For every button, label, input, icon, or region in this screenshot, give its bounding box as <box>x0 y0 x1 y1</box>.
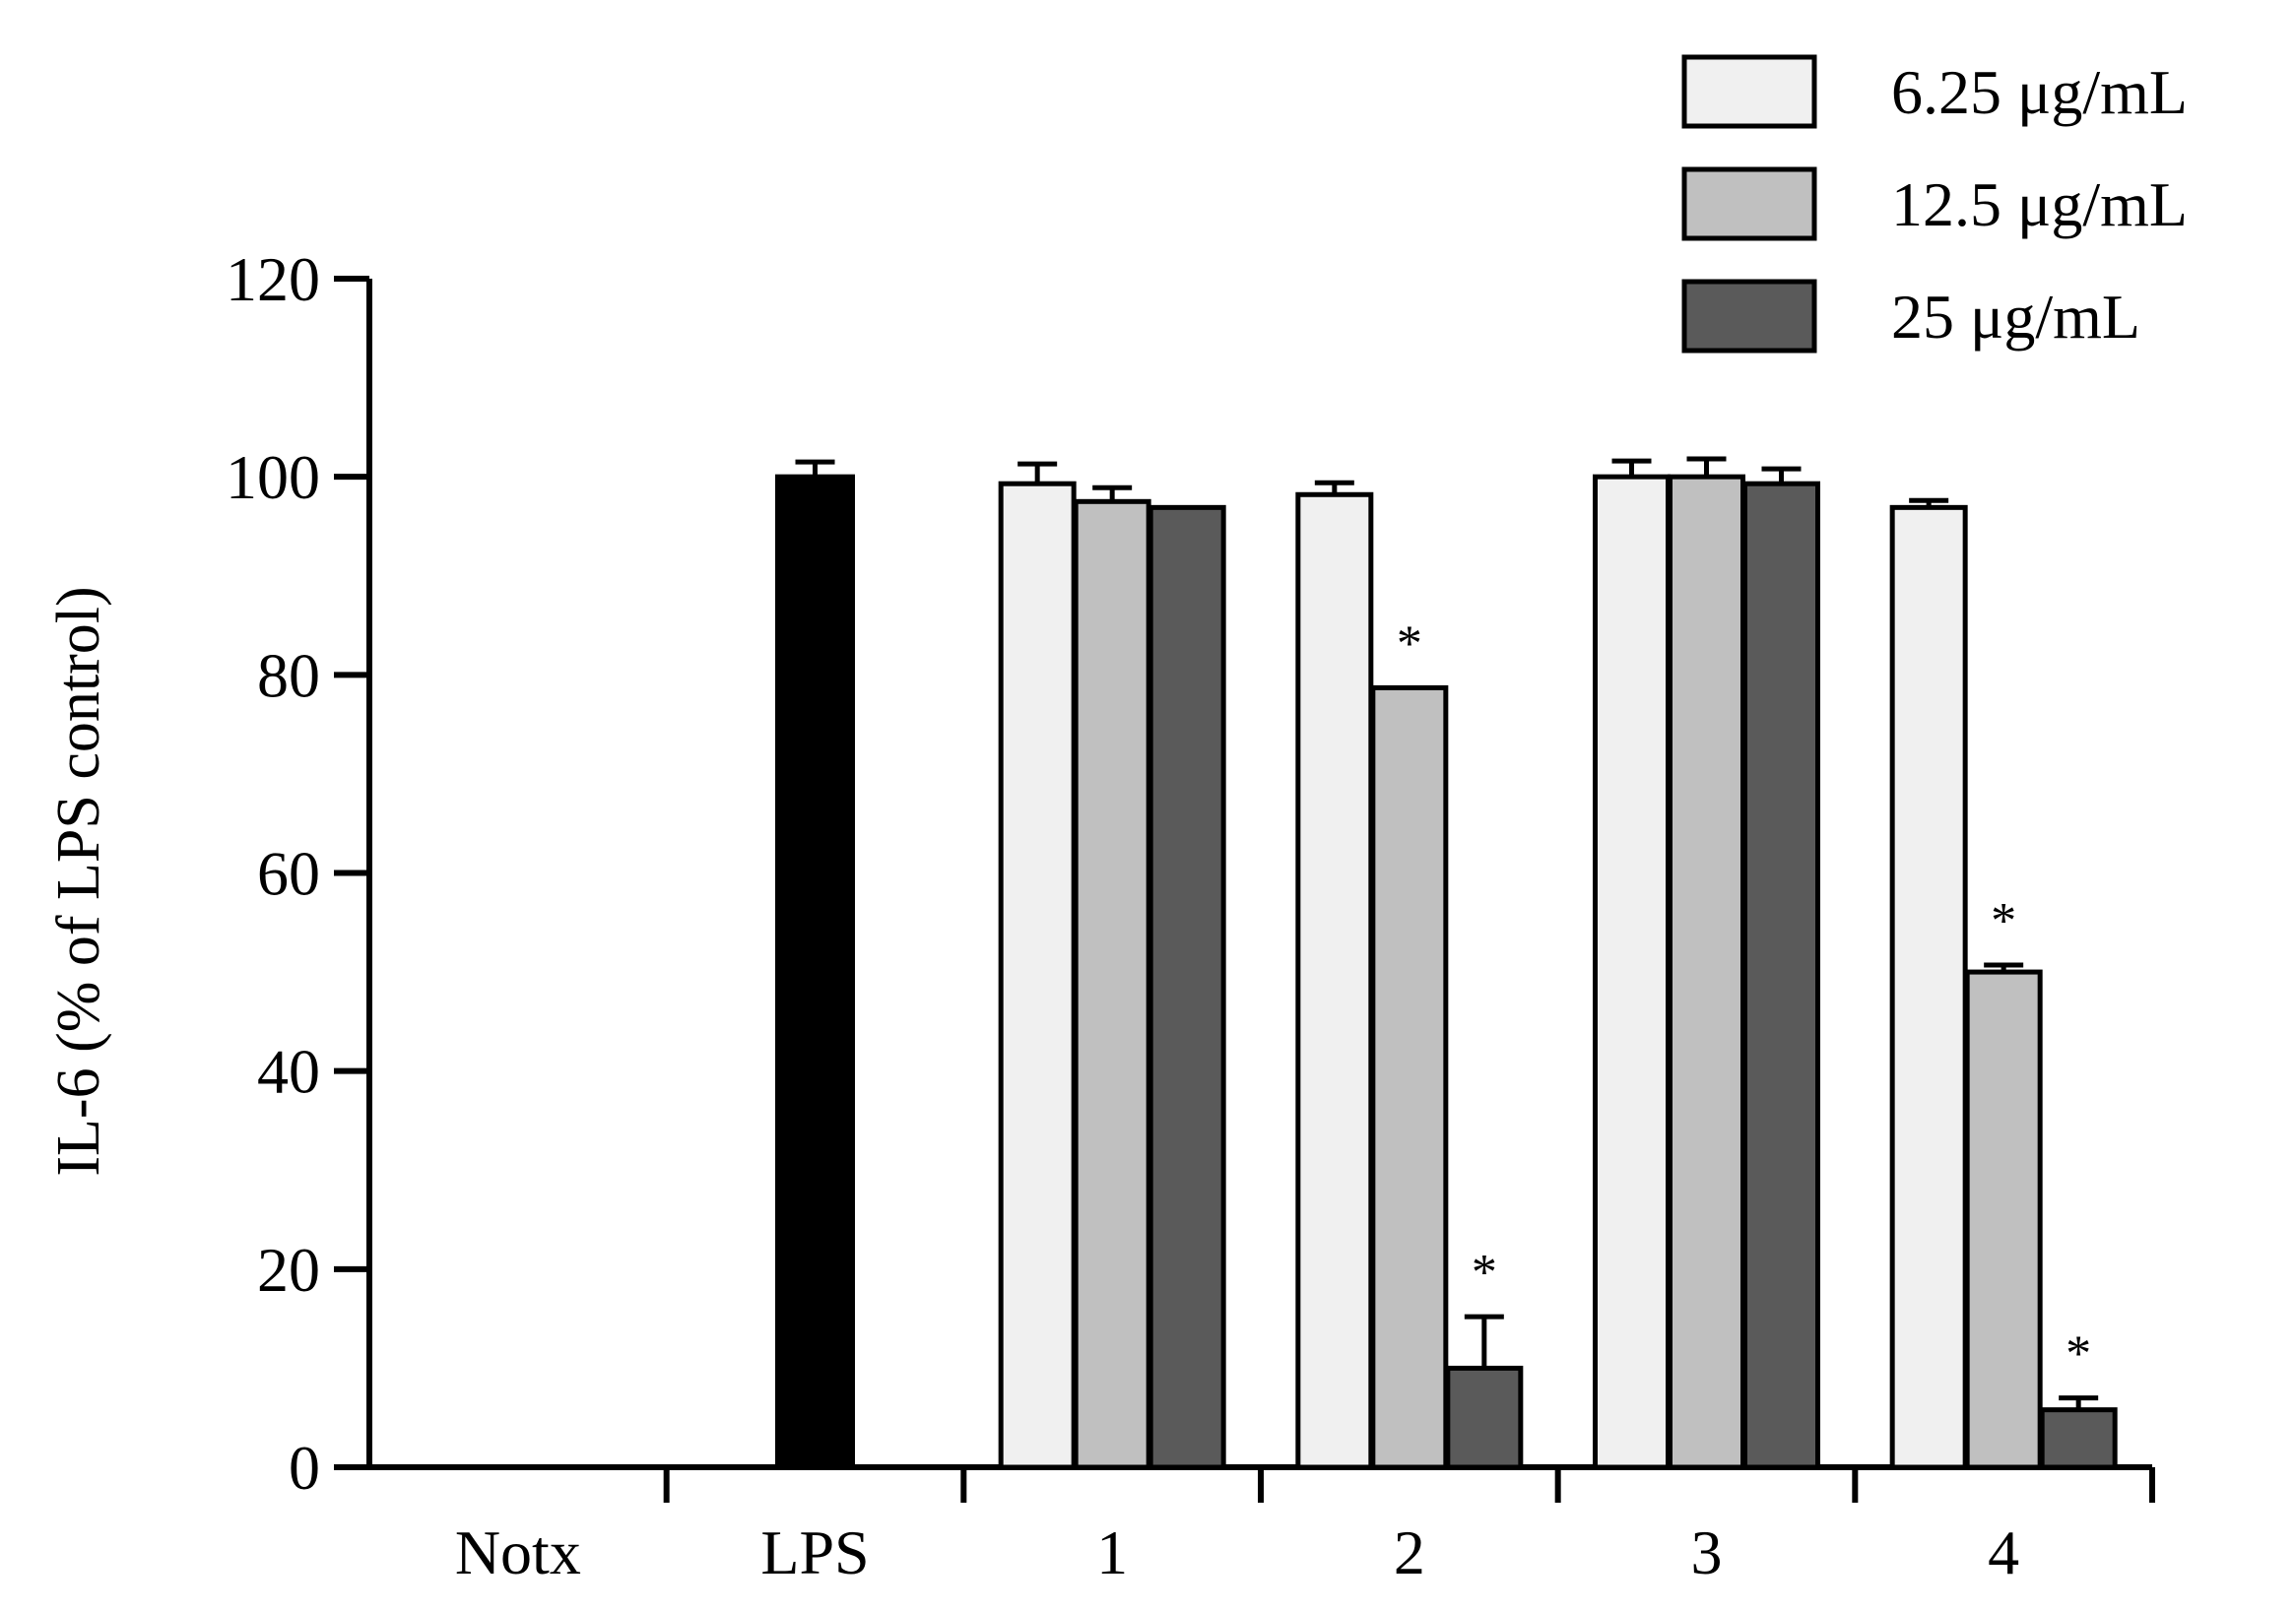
bar-series-1 <box>1593 474 1671 1470</box>
x-tick-label: 1 <box>1096 1517 1128 1587</box>
y-tick-label: 100 <box>226 442 320 512</box>
significance-marker: * <box>1991 893 2016 949</box>
x-tick-label: 3 <box>1691 1517 1723 1587</box>
x-tick-label: 4 <box>1988 1517 2019 1587</box>
y-axis-title: IL-6 (% of LPS control) <box>45 586 112 1176</box>
legend: 6.25 μg/mL 12.5 μg/mL 25 μg/mL <box>1681 54 2188 354</box>
bar-series-3 <box>1148 504 1226 1470</box>
legend-swatch <box>1681 279 1817 354</box>
bar-series-3 <box>1445 1365 1524 1470</box>
legend-swatch <box>1681 166 1817 241</box>
bar-series-2 <box>1370 684 1449 1470</box>
y-tick-label: 20 <box>257 1235 320 1305</box>
legend-label: 12.5 μg/mL <box>1891 169 2188 239</box>
y-tick-label: 80 <box>257 640 320 710</box>
y-tick-label: 0 <box>289 1433 320 1503</box>
bars: * * * * <box>775 456 2118 1470</box>
significance-marker: * <box>1397 615 1422 672</box>
y-tick-label: 60 <box>257 839 320 909</box>
x-tick-label: Notx <box>455 1517 581 1587</box>
y-tick-label: 40 <box>257 1037 320 1107</box>
bar-series-1 <box>1295 491 1374 1470</box>
bar-series-2 <box>1073 498 1151 1470</box>
axes: 0 20 40 60 80 100 120 Notx LPS 1 2 3 4 <box>226 244 2155 1587</box>
bar-series-3 <box>1742 481 1820 1470</box>
significance-marker: * <box>2066 1326 2091 1383</box>
legend-label: 6.25 μg/mL <box>1891 57 2188 127</box>
x-tick-label: 2 <box>1394 1517 1425 1587</box>
bar-series-1 <box>1889 504 1968 1470</box>
legend-swatch <box>1681 54 1817 129</box>
significance-marker: * <box>1472 1245 1497 1301</box>
bar-series-2 <box>1964 969 2043 1470</box>
bar-series-3 <box>2039 1407 2118 1470</box>
bar-series-2 <box>1668 474 1745 1470</box>
x-tick-label: LPS <box>760 1517 869 1587</box>
bar-series-1 <box>998 481 1077 1470</box>
bar-lps <box>775 474 855 1470</box>
legend-label: 25 μg/mL <box>1891 282 2140 352</box>
y-tick-label: 120 <box>226 244 320 314</box>
